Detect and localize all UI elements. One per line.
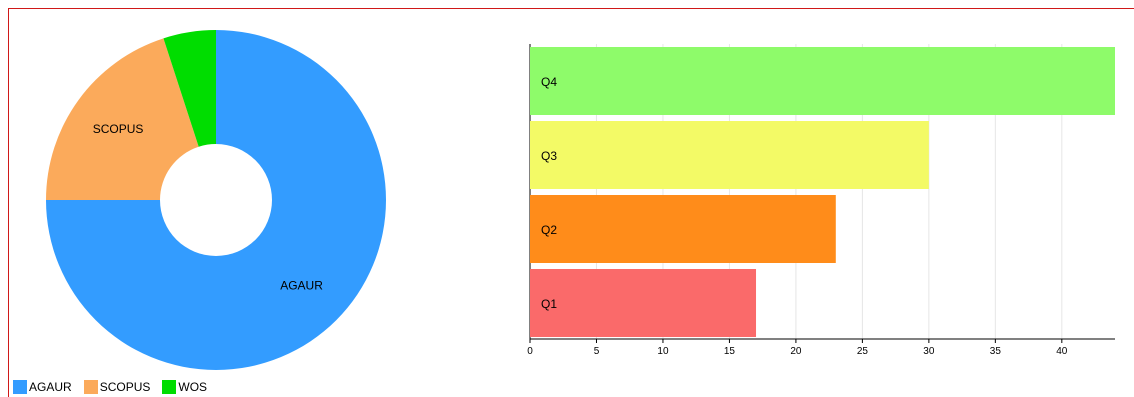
x-tick-label: 10 (657, 346, 669, 357)
bar-label: Q1 (541, 297, 557, 311)
pie-slice-wos[interactable] (163, 30, 216, 147)
bar-chart: 0 5 10 15 20 25 30 35 40 Q4 Q3 Q2 Q1 (527, 44, 1115, 357)
x-tick-label: 25 (857, 346, 869, 357)
x-tick-label: 30 (923, 346, 935, 357)
legend-label: WOS (178, 380, 208, 394)
pie-legend: AGAUR SCOPUS WOS (13, 380, 219, 394)
legend-label: SCOPUS (99, 380, 151, 394)
bar-label: Q4 (541, 75, 557, 89)
bar-label: Q3 (541, 149, 557, 163)
legend-swatch (162, 380, 177, 394)
bar-q1[interactable] (530, 269, 757, 337)
x-tick-label: 40 (1056, 346, 1068, 357)
pie-slice-scopus[interactable] (46, 38, 199, 201)
pie-slice-label: AGAUR (280, 279, 323, 293)
chart-frame (8, 8, 1134, 397)
bar-q3[interactable] (530, 121, 929, 189)
donut-chart: AGAUR SCOPUS (46, 30, 386, 370)
legend-item-agaur[interactable]: AGAUR (13, 380, 72, 394)
legend-swatch (13, 380, 27, 394)
legend-label: AGAUR (29, 380, 72, 394)
pie-slice-label: SCOPUS (93, 122, 144, 136)
bar-q2[interactable] (530, 195, 836, 263)
bar-q4[interactable] (530, 47, 1115, 115)
bar-label: Q2 (541, 223, 557, 237)
x-tick-label: 20 (790, 346, 802, 357)
x-tick-label: 5 (594, 346, 600, 357)
x-tick-label: 0 (527, 346, 533, 357)
legend-swatch (83, 380, 98, 394)
legend-item-wos[interactable]: WOS (162, 380, 207, 394)
legend-item-scopus[interactable]: SCOPUS (83, 380, 151, 394)
pie-slice-agaur[interactable] (46, 30, 386, 370)
x-tick-label: 15 (724, 346, 736, 357)
x-tick-label: 35 (990, 346, 1002, 357)
